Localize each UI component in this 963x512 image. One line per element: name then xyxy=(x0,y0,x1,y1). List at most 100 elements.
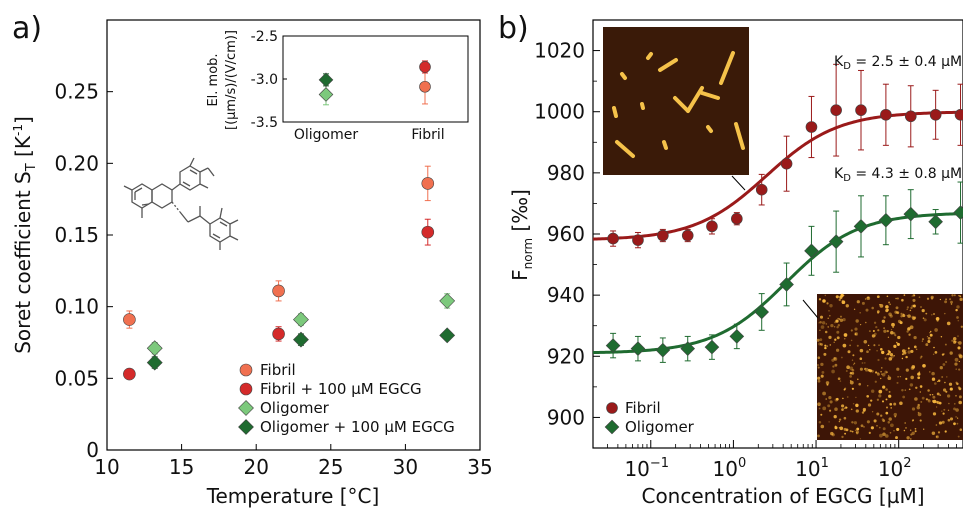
panel-b-y-tick-label: 960 xyxy=(547,222,585,246)
inset-point-3-0 xyxy=(419,61,431,73)
panel-a-point-0-0 xyxy=(123,313,136,326)
panel-a-point-3-2 xyxy=(439,327,456,344)
panel-a-point-0-1 xyxy=(272,284,285,298)
panel-a-y-axis-title: Soret coefficient ST [K-1] xyxy=(11,116,39,354)
panel-b-point-1-6 xyxy=(754,304,770,320)
panel-b-point-0-9 xyxy=(830,104,842,116)
panel-a-legend-label-1: Fibril + 100 µM EGCG xyxy=(260,380,422,398)
panel-b-point-1-13 xyxy=(928,214,943,230)
panel-a-inset-frame xyxy=(282,35,469,123)
panel-b-y-tick-label: 980 xyxy=(547,161,585,185)
inset-y-tick-label: -2.5 xyxy=(251,29,278,45)
panel-b-point-1-9 xyxy=(828,234,844,249)
panel-a-point-1-1 xyxy=(272,327,285,341)
panel-a-point-0-2 xyxy=(421,177,435,190)
panel-b-y-tick-label: 940 xyxy=(547,283,585,307)
panel-a-point-1-0 xyxy=(123,367,136,381)
panel-b-point-0-13 xyxy=(929,108,942,121)
panel-a-point-3-0 xyxy=(146,354,163,371)
panel-b-legend-label-0: Fibril xyxy=(625,399,661,417)
panel-a-y-ticks: 0 0.05 0.10 0.15 0.20 0.25 xyxy=(54,80,113,462)
panel-b: b) 10−1 100 101 102 900 920 940 960 980 1000 1020 xyxy=(498,11,963,508)
panel-b-x-tick-label: 100 xyxy=(713,456,747,481)
afm-fibril-pointer xyxy=(731,175,746,191)
panel-a-legend-label-3: Oligomer + 100 µM EGCG xyxy=(260,418,455,436)
panel-b-point-0-3 xyxy=(681,229,694,242)
panel-a-data-points xyxy=(123,165,456,381)
panel-b-point-0-7 xyxy=(780,157,793,170)
panel-a-legend-marker-2 xyxy=(238,400,254,416)
panel-b-point-1-5 xyxy=(729,329,745,344)
afm-oligomer-image xyxy=(816,293,963,440)
panel-a-legend-label-0: Fibril xyxy=(260,361,296,379)
inset-category-fibril: Fibril xyxy=(411,127,444,143)
panel-b-x-tick-label: 102 xyxy=(878,456,912,481)
panel-a-y-tick-label: 0.10 xyxy=(54,295,99,319)
panel-b-point-0-1 xyxy=(632,234,644,246)
panel-b-fit-curves xyxy=(592,110,963,355)
panel-b-point-0-8 xyxy=(805,121,818,133)
panel-a-point-2-1 xyxy=(293,311,309,328)
panel-a-x-axis-title: Temperature [°C] xyxy=(206,484,380,508)
panel-a-x-tick-label: 25 xyxy=(318,455,343,479)
panel-b-point-0-0 xyxy=(607,232,619,245)
panel-a-label: a) xyxy=(12,11,42,46)
afm-oligomer-pointer xyxy=(802,299,819,319)
panel-b-point-0-6 xyxy=(755,183,768,196)
panel-b-fit-curve-1 xyxy=(592,212,963,355)
panel-a-legend-label-2: Oligomer xyxy=(260,399,330,417)
panel-b-y-tick-label: 1000 xyxy=(534,100,585,124)
panel-a-x-tick-label: 10 xyxy=(94,455,119,479)
panel-b-point-1-8 xyxy=(804,243,819,259)
panel-b-point-1-4 xyxy=(704,339,720,355)
inset-y-ticks: -3.5 -3.0 -2.5 xyxy=(251,29,287,131)
panel-b-point-1-2 xyxy=(655,342,671,358)
panel-b-point-0-14 xyxy=(954,108,963,121)
inset-y-axis-title-line2: [(µm/s)/(V/cm)] xyxy=(224,30,239,130)
panel-a-y-tick-label: 0 xyxy=(86,438,99,462)
panel-b-x-axis-title: Concentration of EGCG [µM] xyxy=(641,484,924,508)
panel-a-y-tick-label: 0.15 xyxy=(54,223,99,247)
panel-b-point-0-12 xyxy=(904,110,917,123)
egcg-structure-icon xyxy=(123,157,239,250)
panel-b-y-tick-label: 1020 xyxy=(534,39,585,63)
inset-point-1-0 xyxy=(318,72,334,88)
panel-a: a) 10 15 20 25 30 35 0 0.05 0.10 0.15 0.20 0.25 Te… xyxy=(11,11,493,508)
inset-data-points xyxy=(318,60,431,106)
panel-a-y-tick-label: 0.05 xyxy=(54,366,99,390)
panel-b-y-tick-label: 900 xyxy=(547,405,585,429)
panel-b-point-1-14 xyxy=(953,205,963,220)
panel-a-x-ticks: 10 15 20 25 30 35 xyxy=(94,444,493,479)
panel-b-point-1-12 xyxy=(903,206,919,222)
inset-y-tick-label: -3.5 xyxy=(251,115,278,131)
panel-a-point-2-0 xyxy=(146,340,163,357)
kd-fibril-label: KD = 2.5 ± 0.4 µM xyxy=(834,54,962,72)
inset-category-oligomer: Oligomer xyxy=(294,127,359,143)
panel-b-point-1-7 xyxy=(779,277,794,292)
panel-b-point-0-10 xyxy=(855,104,867,116)
panel-b-label: b) xyxy=(498,11,529,46)
panel-a-legend-marker-1 xyxy=(239,382,253,396)
panel-b-point-0-5 xyxy=(731,212,743,225)
panel-b-point-1-11 xyxy=(878,212,894,228)
panel-b-point-1-0 xyxy=(605,338,621,353)
panel-b-point-0-2 xyxy=(657,229,669,242)
panel-b-point-1-10 xyxy=(853,219,869,234)
panel-a-point-3-1 xyxy=(293,331,309,348)
inset-point-2-0 xyxy=(419,80,431,93)
panel-b-x-ticks: 10−1 100 101 102 xyxy=(592,440,963,481)
panel-a-point-2-2 xyxy=(439,293,456,309)
inset-y-tick-label: -3.0 xyxy=(251,72,278,88)
panel-a-legend-marker-0 xyxy=(239,363,253,377)
panel-b-fit-curve-0 xyxy=(592,110,963,241)
panel-a-point-1-2 xyxy=(421,225,435,239)
panel-a-y-tick-label: 0.25 xyxy=(54,80,99,104)
panel-a-x-tick-label: 35 xyxy=(467,455,492,479)
panel-a-y-tick-label: 0.20 xyxy=(54,151,99,175)
panel-a-x-tick-label: 20 xyxy=(243,455,268,479)
panel-b-point-1-1 xyxy=(630,341,646,356)
kd-oligomer-label: KD = 4.3 ± 0.8 µM xyxy=(834,166,962,184)
panel-b-data-points xyxy=(605,63,963,363)
